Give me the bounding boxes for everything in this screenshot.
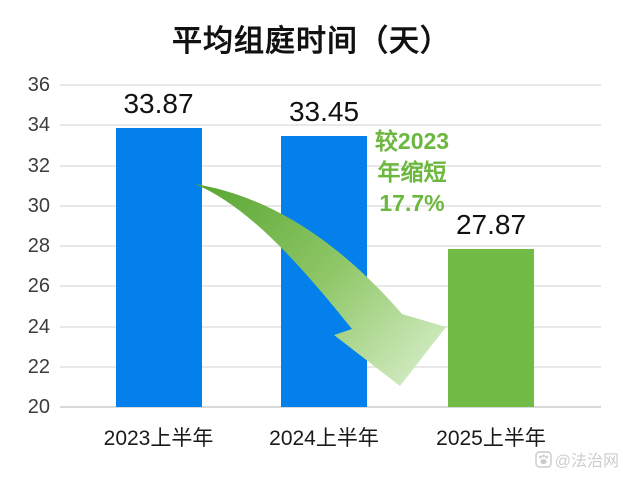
annotation-line-2: 年缩短: [377, 159, 447, 185]
x-category-label: 2025上半年: [436, 427, 546, 450]
y-tick-label: 26: [27, 275, 50, 298]
annotation-line-3: 17.7%: [379, 190, 445, 216]
chart-title: 平均组庭时间（天）: [172, 25, 451, 58]
watermark: @法治网: [535, 447, 619, 471]
watermark-text: @法治网: [554, 453, 619, 470]
bar-value-label: 27.87: [455, 208, 527, 240]
gridline: [60, 84, 601, 86]
y-tick-label: 32: [27, 154, 50, 177]
x-category-label: 2024上半年: [269, 427, 379, 450]
y-tick-label: 36: [27, 74, 50, 96]
decrease-annotation: 较2023 年缩短 17.7%: [364, 126, 460, 219]
gridline: [60, 124, 601, 127]
x-category-label: 2023上半年: [103, 427, 214, 450]
y-tick-label: 30: [27, 194, 50, 217]
annotation-line-1: 较2023: [374, 128, 450, 154]
bar-value-label: 33.45: [288, 96, 360, 128]
y-tick-label: 20: [27, 396, 50, 418]
bar: [281, 136, 367, 407]
y-tick-label: 22: [27, 355, 50, 378]
baijiahao-logo-icon: [535, 450, 552, 468]
y-tick-label: 28: [27, 235, 50, 257]
y-tick-label: 24: [27, 315, 50, 338]
gridline: [60, 406, 601, 408]
bar: [115, 127, 202, 407]
bar: [448, 248, 534, 407]
y-tick-label: 34: [27, 114, 50, 137]
bar-value-label: 33.87: [123, 87, 194, 119]
